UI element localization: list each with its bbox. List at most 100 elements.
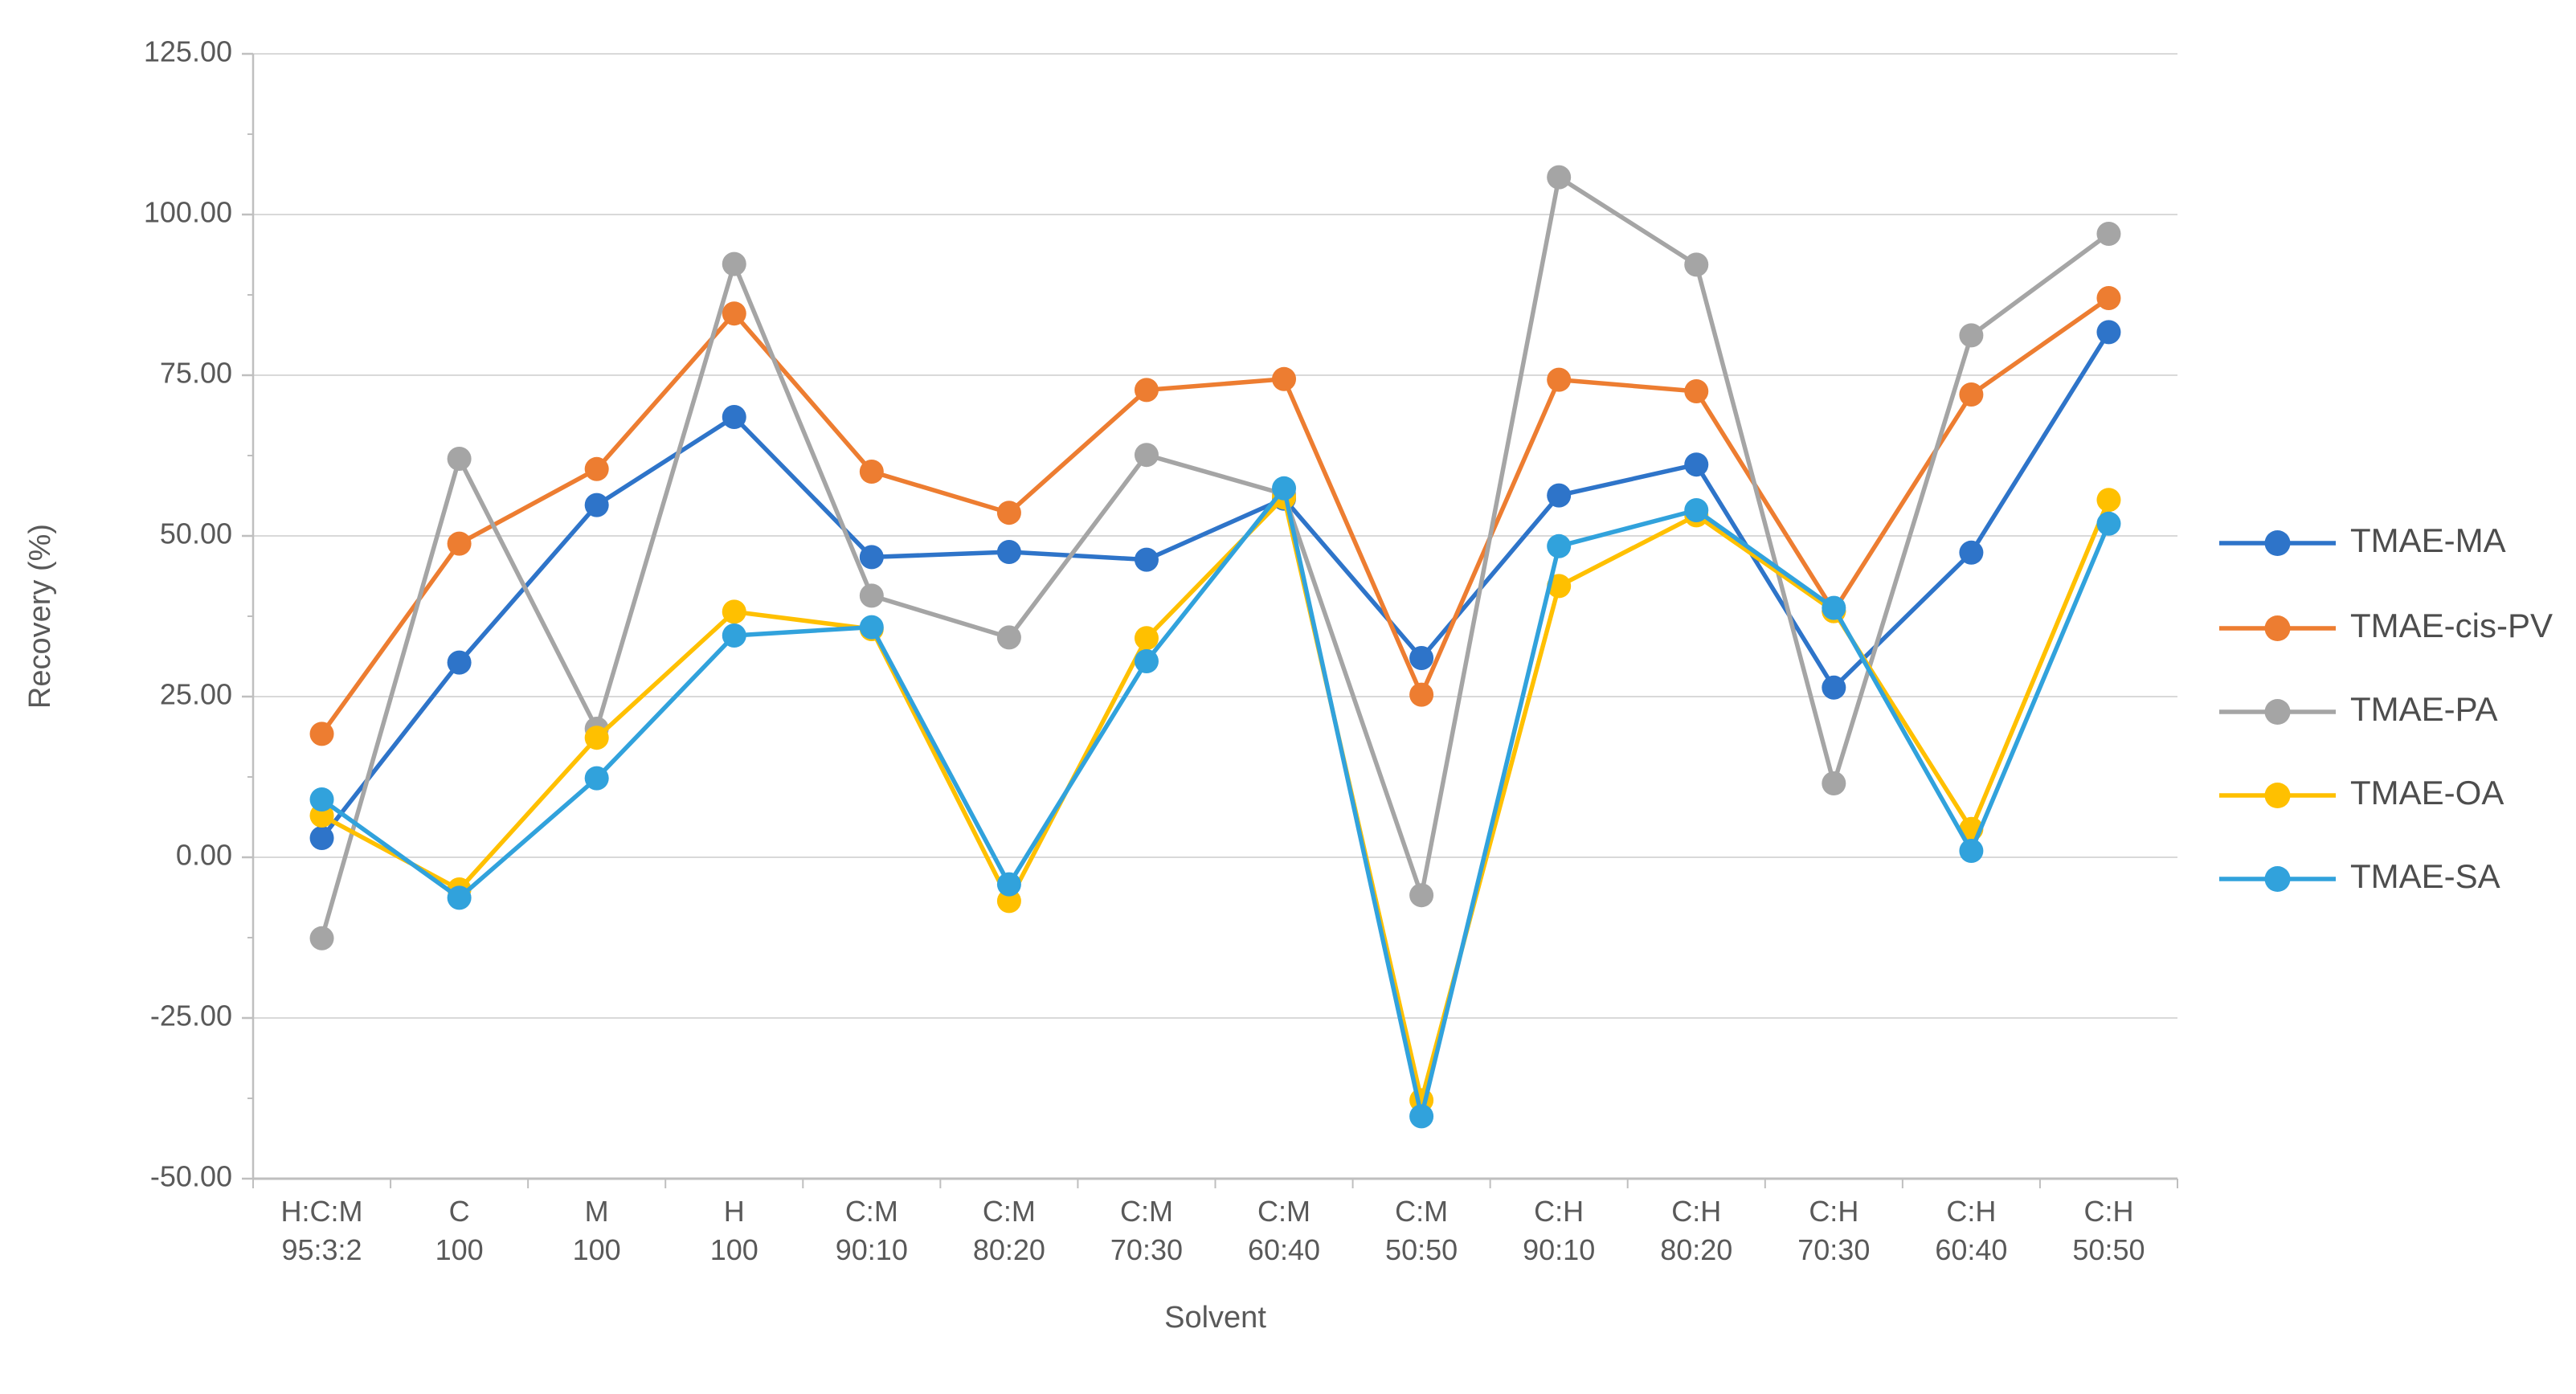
data-point-TMAE-OA-C:M-80:20 xyxy=(996,889,1021,914)
legend-marker-dot xyxy=(2264,615,2291,641)
data-point-TMAE-MA-C:M-90:10 xyxy=(859,545,884,570)
legend-marker-dot xyxy=(2264,783,2291,808)
x-tick-label-line2: 70:30 xyxy=(1110,1233,1183,1266)
x-tick-label-line1: C xyxy=(449,1195,470,1228)
data-point-TMAE-OA-C:M-70:30 xyxy=(1134,626,1159,651)
legend-item-TMAE-SA[interactable]: TMAE-SA xyxy=(2219,857,2500,895)
legend-label: TMAE-MA xyxy=(2350,521,2506,559)
data-point-TMAE-MA-C:H-60:40 xyxy=(1959,540,1984,565)
series-line-TMAE-MA xyxy=(319,329,2112,840)
series-line-TMAE-cis-PV xyxy=(319,296,2112,737)
data-point-TMAE-MA-C-100 xyxy=(447,650,472,675)
data-point-TMAE-cis-PV-C:M-80:20 xyxy=(996,501,1021,525)
series-line-TMAE-PA xyxy=(319,174,2112,941)
data-point-TMAE-SA-H-100 xyxy=(722,623,746,648)
data-point-TMAE-SA-C:H-90:10 xyxy=(1547,533,1572,558)
data-point-TMAE-MA-C:H-80:20 xyxy=(1684,452,1709,477)
legend-item-TMAE-PA[interactable]: TMAE-PA xyxy=(2219,690,2498,728)
legend-label: TMAE-cis-PV xyxy=(2350,607,2553,644)
data-point-TMAE-cis-PV-C:M-50:50 xyxy=(1409,682,1434,707)
data-point-TMAE-SA-H:C:M-95:3:2 xyxy=(309,787,334,811)
data-point-TMAE-SA-C:H-60:40 xyxy=(1959,839,1984,863)
data-point-TMAE-cis-PV-C:M-70:30 xyxy=(1134,378,1159,403)
data-point-TMAE-PA-C:H-70:30 xyxy=(1822,771,1846,795)
legend-marker-dot xyxy=(2264,530,2291,556)
data-point-TMAE-PA-C:M-80:20 xyxy=(996,625,1021,650)
data-point-TMAE-cis-PV-C:M-60:40 xyxy=(1272,366,1297,391)
x-tick-label-line1: C:H xyxy=(2083,1195,2133,1228)
data-point-TMAE-PA-H-100 xyxy=(722,251,746,276)
data-point-TMAE-cis-PV-M-100 xyxy=(584,456,609,481)
legend-marker-dot xyxy=(2264,699,2291,725)
series-line-TMAE-OA xyxy=(319,495,2112,1103)
legend-item-TMAE-MA[interactable]: TMAE-MA xyxy=(2219,521,2506,559)
y-tick-label: 100.00 xyxy=(144,196,232,229)
data-point-TMAE-SA-C:H-80:20 xyxy=(1684,498,1709,522)
data-point-TMAE-PA-C:H-90:10 xyxy=(1547,165,1572,190)
data-point-TMAE-MA-C:H-50:50 xyxy=(2096,320,2121,345)
data-point-TMAE-SA-C:H-50:50 xyxy=(2096,511,2121,536)
x-tick-label-line2: 70:30 xyxy=(1797,1233,1870,1266)
x-tick-label-line2: 100 xyxy=(710,1233,758,1266)
legend-label: TMAE-PA xyxy=(2350,690,2498,728)
x-tick-label-line1: C:M xyxy=(1395,1195,1448,1228)
data-point-TMAE-cis-PV-C:H-90:10 xyxy=(1547,367,1572,392)
x-tick-label-line2: 100 xyxy=(573,1233,621,1266)
data-point-TMAE-SA-C:M-60:40 xyxy=(1272,476,1297,501)
data-point-TMAE-OA-C:H-50:50 xyxy=(2096,488,2121,513)
data-point-TMAE-PA-H:C:M-95:3:2 xyxy=(309,926,334,950)
x-tick-label-line2: 90:10 xyxy=(836,1233,908,1266)
data-point-TMAE-PA-C:M-70:30 xyxy=(1134,443,1159,468)
x-tick-label-line1: C:H xyxy=(1809,1195,1858,1228)
x-tick-label-line2: 50:50 xyxy=(2072,1233,2145,1266)
x-axis-title: Solvent xyxy=(1164,1301,1266,1335)
legend-label: TMAE-SA xyxy=(2350,857,2500,895)
x-tick-label-line2: 80:20 xyxy=(1660,1233,1732,1266)
data-point-TMAE-SA-C:M-50:50 xyxy=(1409,1104,1434,1129)
data-point-TMAE-OA-M-100 xyxy=(584,726,609,750)
data-point-TMAE-PA-C:M-50:50 xyxy=(1409,883,1434,908)
x-tick-label-line2: 95:3:2 xyxy=(281,1233,362,1266)
data-point-TMAE-cis-PV-C:H-50:50 xyxy=(2096,286,2121,310)
data-point-TMAE-PA-C:M-90:10 xyxy=(859,583,884,608)
data-point-TMAE-SA-C:H-70:30 xyxy=(1822,595,1846,620)
data-point-TMAE-MA-H:C:M-95:3:2 xyxy=(309,826,334,850)
y-tick-label: 125.00 xyxy=(144,35,232,68)
data-point-TMAE-cis-PV-C:H-60:40 xyxy=(1959,382,1984,407)
x-tick-label-line1: C:H xyxy=(1534,1195,1584,1228)
data-point-TMAE-SA-C:M-80:20 xyxy=(996,872,1021,897)
data-point-TMAE-cis-PV-C:H-80:20 xyxy=(1684,379,1709,403)
series-line-TMAE-SA xyxy=(319,486,2112,1119)
data-point-TMAE-cis-PV-H-100 xyxy=(722,301,746,326)
x-tick-label-line2: 50:50 xyxy=(1385,1233,1458,1266)
y-tick-label: -25.00 xyxy=(150,1000,232,1032)
data-point-TMAE-MA-M-100 xyxy=(584,493,609,517)
x-tick-label-line2: 100 xyxy=(435,1233,484,1266)
data-point-TMAE-PA-C:H-60:40 xyxy=(1959,323,1984,348)
data-point-TMAE-cis-PV-C-100 xyxy=(447,531,472,556)
y-tick-label: -50.00 xyxy=(150,1160,232,1193)
data-point-TMAE-PA-C:H-50:50 xyxy=(2096,222,2121,246)
data-point-TMAE-cis-PV-H:C:M-95:3:2 xyxy=(309,722,334,746)
data-point-TMAE-SA-M-100 xyxy=(584,766,609,791)
data-point-TMAE-cis-PV-C:M-90:10 xyxy=(859,460,884,484)
data-point-TMAE-MA-C:M-70:30 xyxy=(1134,547,1159,572)
x-tick-label-line1: C:M xyxy=(845,1195,898,1228)
data-point-TMAE-PA-C-100 xyxy=(447,447,472,471)
y-tick-label: 75.00 xyxy=(160,357,232,390)
x-tick-label-line1: M xyxy=(585,1195,609,1228)
legend-item-TMAE-OA[interactable]: TMAE-OA xyxy=(2219,774,2504,811)
data-point-TMAE-MA-C:H-70:30 xyxy=(1822,675,1846,700)
x-tick-label-line1: C:M xyxy=(983,1195,1036,1228)
x-tick-label-line1: H:C:M xyxy=(281,1195,363,1228)
x-tick-label-line1: C:M xyxy=(1257,1195,1310,1228)
data-point-TMAE-OA-H-100 xyxy=(722,599,746,624)
legend-marker-dot xyxy=(2264,866,2291,892)
y-tick-label: 25.00 xyxy=(160,678,232,711)
y-axis-title: Recovery (%) xyxy=(23,524,57,709)
legend-item-TMAE-cis-PV[interactable]: TMAE-cis-PV xyxy=(2219,607,2553,644)
y-tick-label: 0.00 xyxy=(176,839,232,872)
data-point-TMAE-MA-H-100 xyxy=(722,405,746,429)
